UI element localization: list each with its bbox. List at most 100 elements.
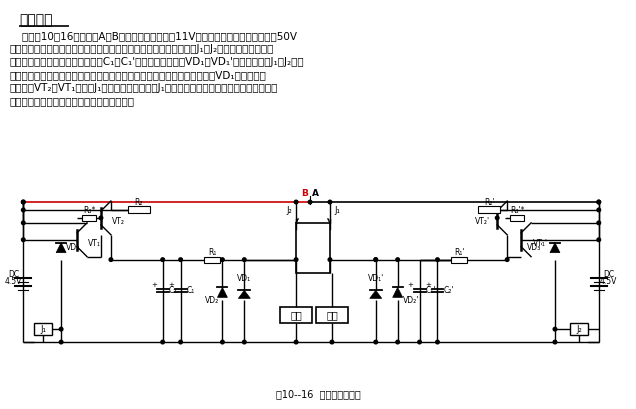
Text: VT₁: VT₁ — [88, 239, 101, 248]
Circle shape — [396, 340, 399, 344]
Text: 工作原理: 工作原理 — [19, 13, 53, 27]
Circle shape — [161, 258, 165, 261]
Text: J₂: J₂ — [286, 207, 292, 216]
Text: C₂': C₂' — [443, 286, 454, 295]
Circle shape — [436, 258, 439, 261]
Text: 图10--16  切换电路原理图: 图10--16 切换电路原理图 — [275, 389, 361, 399]
Circle shape — [597, 200, 600, 204]
Text: A: A — [312, 189, 319, 198]
Text: +: + — [151, 282, 156, 288]
Circle shape — [221, 340, 225, 344]
Circle shape — [179, 340, 183, 344]
Circle shape — [221, 258, 225, 261]
Text: 情况和上面一样，乙机自动断开。反之亦然。: 情况和上面一样，乙机自动断开。反之亦然。 — [10, 96, 134, 106]
Circle shape — [328, 258, 332, 261]
Circle shape — [330, 340, 334, 344]
Text: VT₂': VT₂' — [475, 217, 490, 226]
Circle shape — [99, 216, 103, 220]
Circle shape — [242, 340, 246, 344]
Circle shape — [597, 238, 600, 242]
Circle shape — [22, 208, 25, 212]
Text: 4.5V: 4.5V — [4, 277, 22, 286]
Text: 4.5V: 4.5V — [600, 277, 618, 286]
Text: VD₂': VD₂' — [403, 296, 419, 305]
Circle shape — [242, 258, 246, 261]
Text: 甲机: 甲机 — [290, 310, 302, 320]
Bar — [510, 215, 524, 221]
Circle shape — [396, 258, 399, 261]
Text: R₁': R₁' — [454, 248, 465, 257]
Bar — [452, 256, 467, 263]
Text: J₁: J₁ — [334, 207, 340, 216]
Circle shape — [179, 258, 183, 261]
Circle shape — [374, 340, 378, 344]
Text: B: B — [301, 189, 308, 198]
Text: 合。此时若甲机拿起听筒与对方电话接通而处于工作状态，则直流电压通过VD₁加在电话机: 合。此时若甲机拿起听筒与对方电话接通而处于工作状态，则直流电压通过VD₁加在电话… — [10, 70, 266, 80]
Polygon shape — [238, 290, 251, 298]
Text: 振铃时，甲乙两单机同时响铃，因C₁、C₁'对交流通路，所以VD₁、VD₁'两端无压降，J₁、J₂不吸: 振铃时，甲乙两单机同时响铃，因C₁、C₁'对交流通路，所以VD₁、VD₁'两端无… — [10, 57, 304, 67]
Circle shape — [294, 340, 298, 344]
Circle shape — [308, 200, 312, 204]
Circle shape — [597, 208, 600, 212]
Bar — [296, 223, 330, 272]
Polygon shape — [370, 290, 382, 298]
Text: +: + — [408, 282, 413, 288]
Text: VT₁': VT₁' — [533, 239, 548, 248]
Circle shape — [294, 258, 298, 261]
Text: +: + — [425, 282, 431, 288]
Circle shape — [161, 340, 165, 344]
Text: R₃*: R₃* — [83, 207, 95, 216]
Text: R₁: R₁ — [208, 248, 217, 257]
Circle shape — [495, 216, 499, 220]
Text: J₂: J₂ — [576, 325, 582, 334]
Circle shape — [597, 200, 600, 204]
Polygon shape — [56, 243, 66, 253]
Text: DC: DC — [8, 270, 19, 279]
Text: R₂: R₂ — [135, 198, 143, 207]
Circle shape — [597, 221, 600, 225]
Circle shape — [22, 221, 25, 225]
Bar — [478, 207, 500, 213]
Circle shape — [506, 258, 509, 261]
Circle shape — [22, 200, 25, 204]
Polygon shape — [392, 288, 403, 297]
Text: VD₁': VD₁' — [368, 274, 384, 283]
Text: C₁: C₁ — [186, 286, 195, 295]
Circle shape — [294, 200, 298, 204]
Text: R₃'*: R₃'* — [510, 207, 524, 216]
Circle shape — [109, 258, 113, 261]
Text: J₁: J₁ — [40, 325, 46, 334]
Circle shape — [59, 327, 63, 331]
Bar — [570, 323, 588, 335]
Circle shape — [22, 238, 25, 242]
Text: 左右的交流电压。在甲乙两机均处于候机状态时，线路无电流通过，J₁、J₂均不吸合。当电话机: 左右的交流电压。在甲乙两机均处于候机状态时，线路无电流通过，J₁、J₂均不吸合。… — [10, 44, 273, 54]
Polygon shape — [218, 288, 228, 297]
Circle shape — [553, 340, 556, 344]
Circle shape — [418, 340, 421, 344]
Text: +: + — [169, 282, 174, 288]
Text: R₂': R₂' — [484, 198, 495, 207]
Text: DC: DC — [603, 270, 614, 279]
Text: C₂: C₂ — [169, 286, 177, 295]
Polygon shape — [550, 243, 560, 253]
Bar — [128, 207, 149, 213]
Text: VD₁: VD₁ — [237, 274, 251, 283]
Bar — [316, 307, 348, 323]
Text: 甲机上使VT₂、VT₁导通，J₁吸合，串在线路中的J₁常闭接点断开乙机。若甲机往外打电话时: 甲机上使VT₂、VT₁导通，J₁吸合，串在线路中的J₁常闭接点断开乙机。若甲机往… — [10, 83, 278, 93]
Circle shape — [59, 340, 63, 344]
Circle shape — [374, 258, 378, 261]
Circle shape — [374, 258, 378, 261]
Text: VT₂: VT₂ — [112, 217, 125, 226]
Bar — [280, 307, 312, 323]
Bar — [82, 215, 96, 221]
Text: VD₃': VD₃' — [527, 243, 543, 252]
Circle shape — [436, 340, 439, 344]
Text: C₁': C₁' — [425, 286, 436, 295]
Circle shape — [328, 200, 332, 204]
Text: VD₃: VD₃ — [66, 243, 80, 252]
Text: VD₂: VD₂ — [205, 296, 219, 305]
Bar — [205, 256, 221, 263]
Text: 参见图10－16，电话线A、B上在电话机工作时有11V左右的直流电压，在振铃时有50V: 参见图10－16，电话线A、B上在电话机工作时有11V左右的直流电压，在振铃时有… — [10, 31, 298, 41]
Circle shape — [553, 327, 556, 331]
Circle shape — [22, 200, 25, 204]
